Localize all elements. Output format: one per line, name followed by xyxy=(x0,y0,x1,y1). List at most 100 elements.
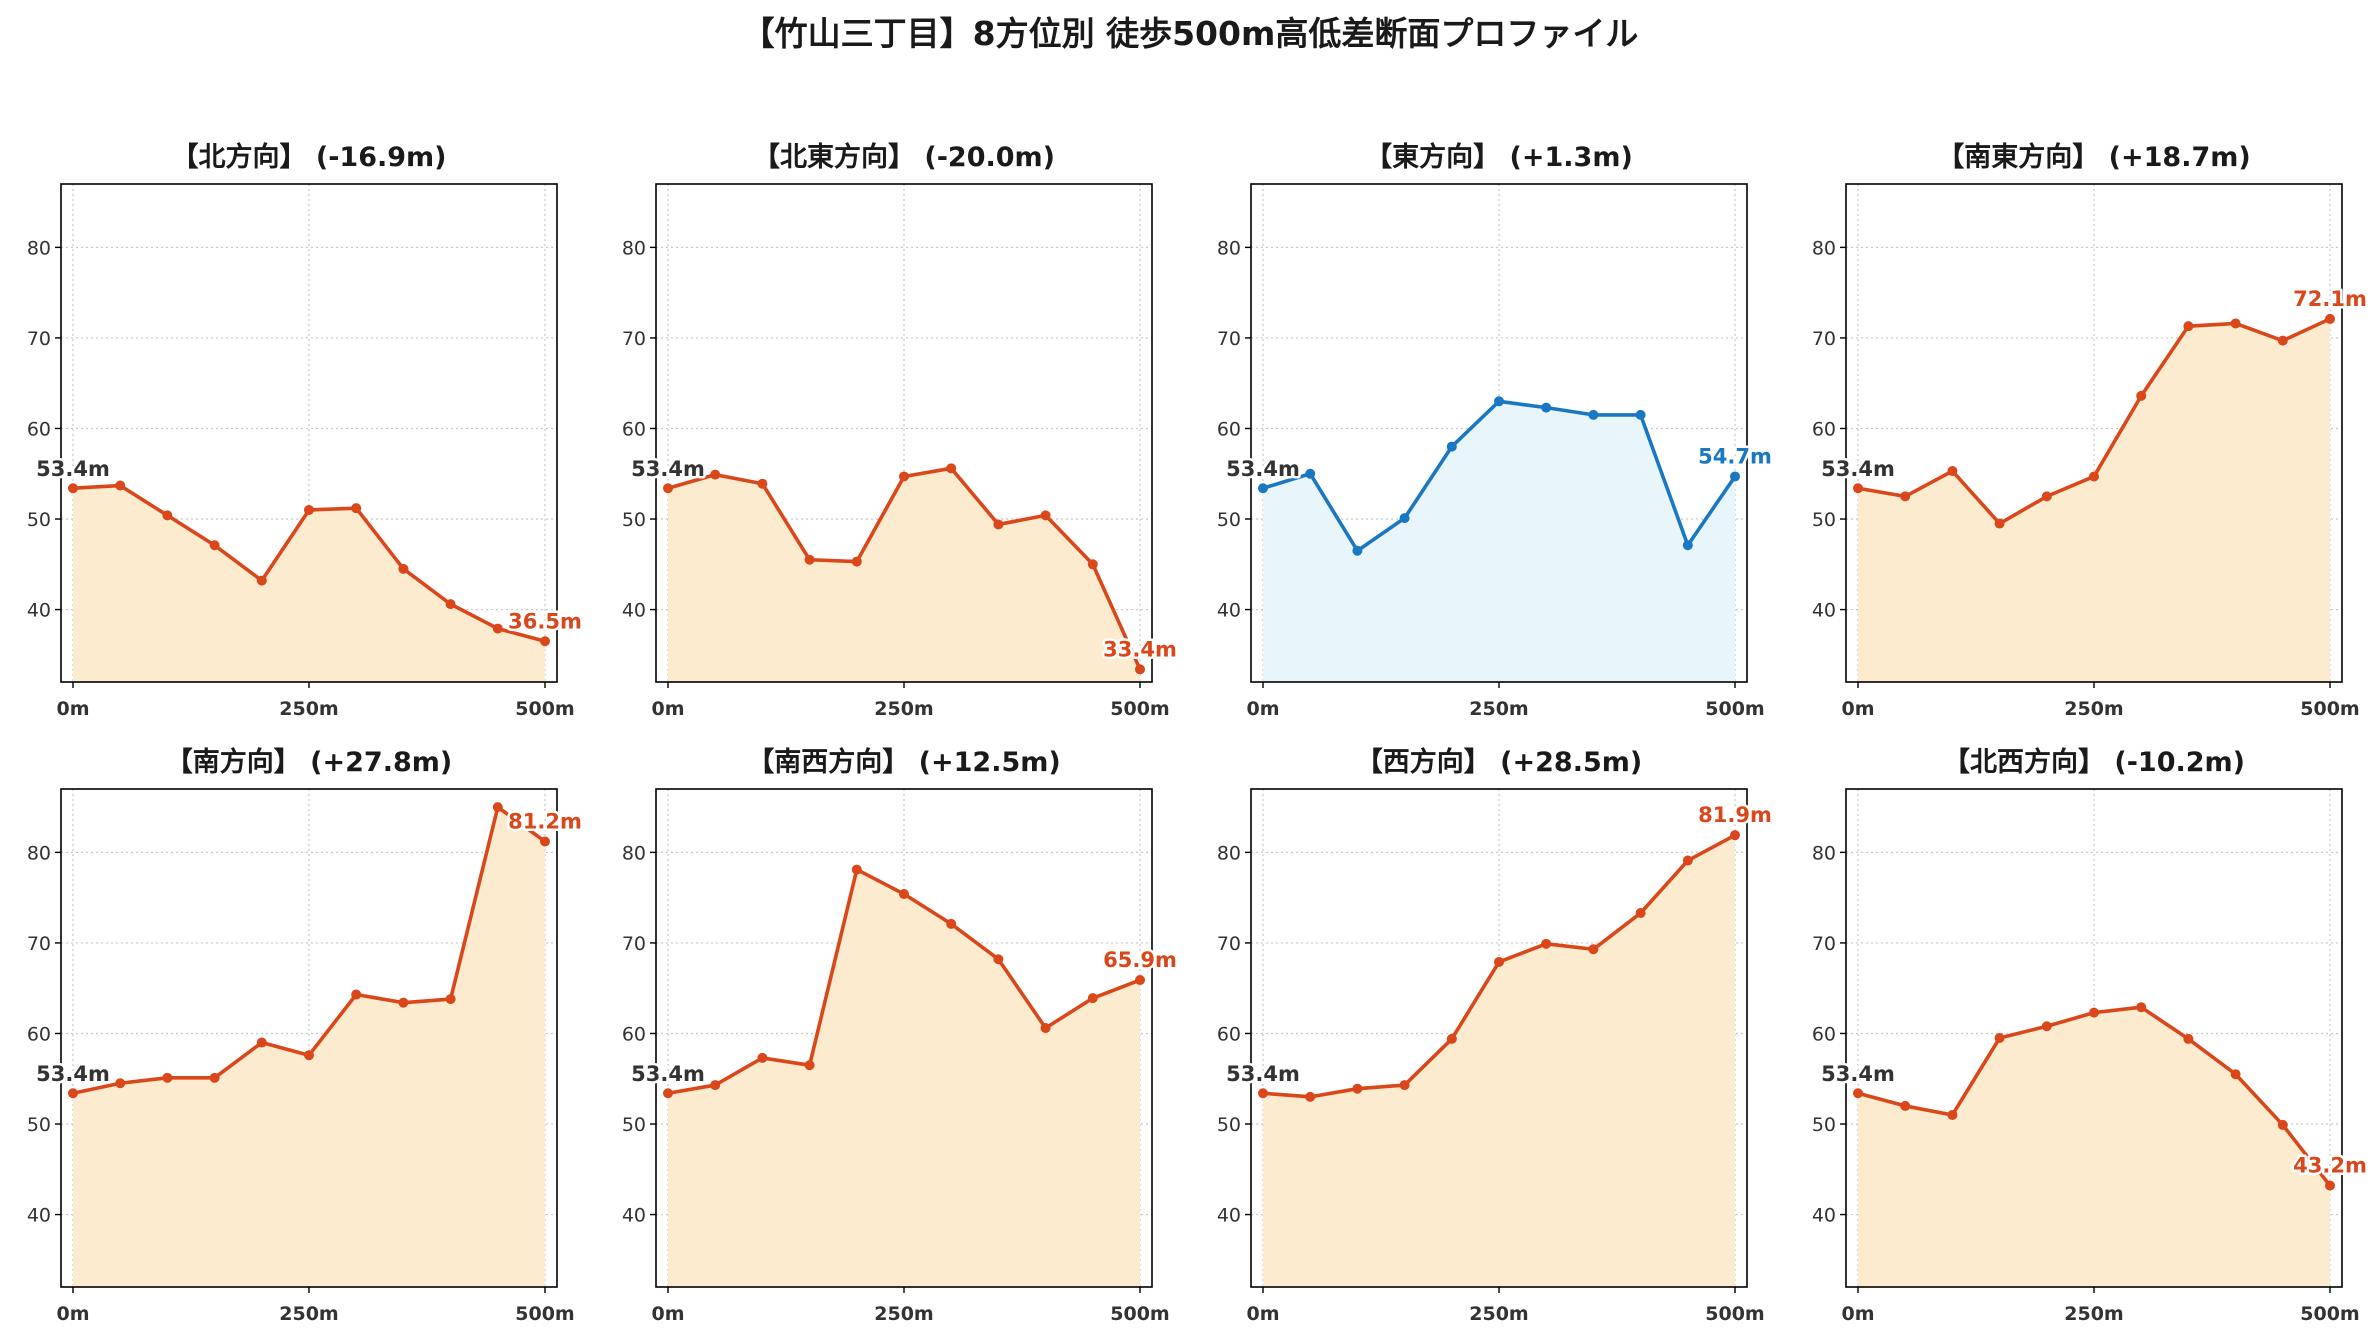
y-tick-label: 70 xyxy=(1217,933,1241,955)
data-point xyxy=(1994,518,2005,529)
data-point xyxy=(663,483,673,494)
y-tick-label: 40 xyxy=(27,1205,51,1227)
data-point xyxy=(492,802,503,813)
data-point xyxy=(540,636,550,647)
end-elevation-label: 54.7m xyxy=(1698,444,1772,468)
chart-panel: 【北西方向】 (-10.2m) 40 50 60 70 80 0m 250m 500m 53.4m… xyxy=(1812,746,2370,1325)
x-tick-label: 250m xyxy=(874,698,933,720)
data-point xyxy=(1399,1080,1410,1091)
data-point xyxy=(2325,313,2335,324)
y-tick-label: 70 xyxy=(27,328,51,350)
data-point xyxy=(851,864,862,875)
data-point xyxy=(540,836,550,847)
chart-panel: 【東方向】 (+1.3m) 40 50 60 70 80 0m 250m 500m 53.4m 54… xyxy=(1217,141,1775,720)
y-tick-label: 80 xyxy=(27,237,51,259)
x-tick-label: 0m xyxy=(1841,698,1874,720)
data-point xyxy=(1994,1033,2005,1043)
data-point xyxy=(1853,1088,1863,1099)
x-tick-label: 0m xyxy=(56,1303,89,1325)
data-point xyxy=(946,463,957,474)
y-tick-label: 50 xyxy=(27,1114,51,1136)
data-point xyxy=(2089,471,2099,482)
data-point xyxy=(1135,975,1145,986)
end-elevation-label: 36.5m xyxy=(508,609,582,633)
y-tick-label: 60 xyxy=(27,1023,51,1045)
x-tick-label: 250m xyxy=(1469,698,1528,720)
end-elevation-label: 43.2m xyxy=(2293,1154,2367,1178)
data-point xyxy=(1947,1109,1958,1120)
y-tick-label: 60 xyxy=(1217,418,1241,440)
data-point xyxy=(1900,1100,1911,1111)
area-fill xyxy=(1858,318,2330,682)
chart-panel: 【南東方向】 (+18.7m) 40 50 60 70 80 0m 250m 500m 53.4m… xyxy=(1812,141,2370,720)
data-point xyxy=(1730,471,1740,482)
data-point xyxy=(68,1088,78,1099)
start-elevation-label: 53.4m xyxy=(1821,457,1895,481)
chart-panel: 【西方向】 (+28.5m) 40 50 60 70 80 0m 250m 500m 53.4m 8… xyxy=(1217,746,1775,1325)
data-point xyxy=(1682,855,1693,866)
data-point xyxy=(804,554,815,565)
start-elevation-label: 53.4m xyxy=(631,457,705,481)
area-fill xyxy=(1263,835,1735,1287)
x-tick-label: 250m xyxy=(1469,1303,1528,1325)
figure-title: 【竹山三丁目】8方位別 徒歩500m高低差断面プロファイル xyxy=(742,14,1639,53)
data-point xyxy=(1040,510,1051,521)
data-point xyxy=(757,1052,768,1063)
x-tick-label: 0m xyxy=(1841,1303,1874,1325)
x-tick-label: 0m xyxy=(651,1303,684,1325)
y-tick-label: 80 xyxy=(1217,842,1241,864)
x-tick-label: 0m xyxy=(1246,698,1279,720)
data-point xyxy=(445,599,456,610)
data-point xyxy=(993,954,1004,965)
data-point xyxy=(209,1072,220,1083)
data-point xyxy=(2041,491,2052,502)
x-tick-label: 500m xyxy=(515,1303,574,1325)
data-point xyxy=(492,623,503,634)
end-elevation-label: 81.9m xyxy=(1698,803,1772,827)
x-tick-label: 250m xyxy=(2064,698,2123,720)
data-point xyxy=(899,889,909,900)
start-elevation-label: 53.4m xyxy=(631,1062,705,1086)
data-point xyxy=(304,1050,314,1061)
data-point xyxy=(2041,1021,2052,1032)
data-point xyxy=(256,575,267,586)
data-point xyxy=(1635,908,1646,919)
data-point xyxy=(68,483,78,494)
chart-panel: 【北東方向】 (-20.0m) 40 50 60 70 80 0m 250m 500m 53.4m… xyxy=(622,141,1180,720)
y-tick-label: 50 xyxy=(1217,1114,1241,1136)
y-tick-label: 50 xyxy=(1812,509,1836,531)
data-point xyxy=(1635,409,1646,420)
data-point xyxy=(2183,321,2194,332)
end-elevation-label: 81.2m xyxy=(508,810,582,834)
area-fill xyxy=(73,807,545,1287)
y-tick-label: 80 xyxy=(622,237,646,259)
y-tick-label: 50 xyxy=(622,509,646,531)
chart-title: 【東方向】 (+1.3m) xyxy=(1365,141,1633,173)
y-tick-label: 60 xyxy=(1217,1023,1241,1045)
start-elevation-label: 53.4m xyxy=(36,1062,110,1086)
y-tick-label: 70 xyxy=(1217,328,1241,350)
data-point xyxy=(757,478,768,489)
data-point xyxy=(115,480,126,491)
x-tick-label: 250m xyxy=(2064,1303,2123,1325)
data-point xyxy=(162,1072,173,1083)
data-point xyxy=(1305,468,1316,479)
data-point xyxy=(1352,1083,1363,1094)
area-fill xyxy=(668,869,1140,1287)
data-point xyxy=(2277,335,2288,346)
data-point xyxy=(304,504,314,515)
data-point xyxy=(1305,1091,1316,1102)
y-tick-label: 40 xyxy=(1217,600,1241,622)
data-point xyxy=(398,997,409,1008)
area-fill xyxy=(1263,401,1735,682)
start-elevation-label: 53.4m xyxy=(1226,1062,1300,1086)
y-tick-label: 40 xyxy=(27,600,51,622)
y-tick-label: 70 xyxy=(27,933,51,955)
x-tick-label: 500m xyxy=(1705,698,1764,720)
data-point xyxy=(2136,1002,2147,1013)
data-point xyxy=(1040,1023,1051,1034)
y-tick-label: 40 xyxy=(622,1205,646,1227)
data-point xyxy=(1087,993,1098,1004)
data-point xyxy=(2230,318,2241,329)
data-point xyxy=(663,1088,673,1099)
